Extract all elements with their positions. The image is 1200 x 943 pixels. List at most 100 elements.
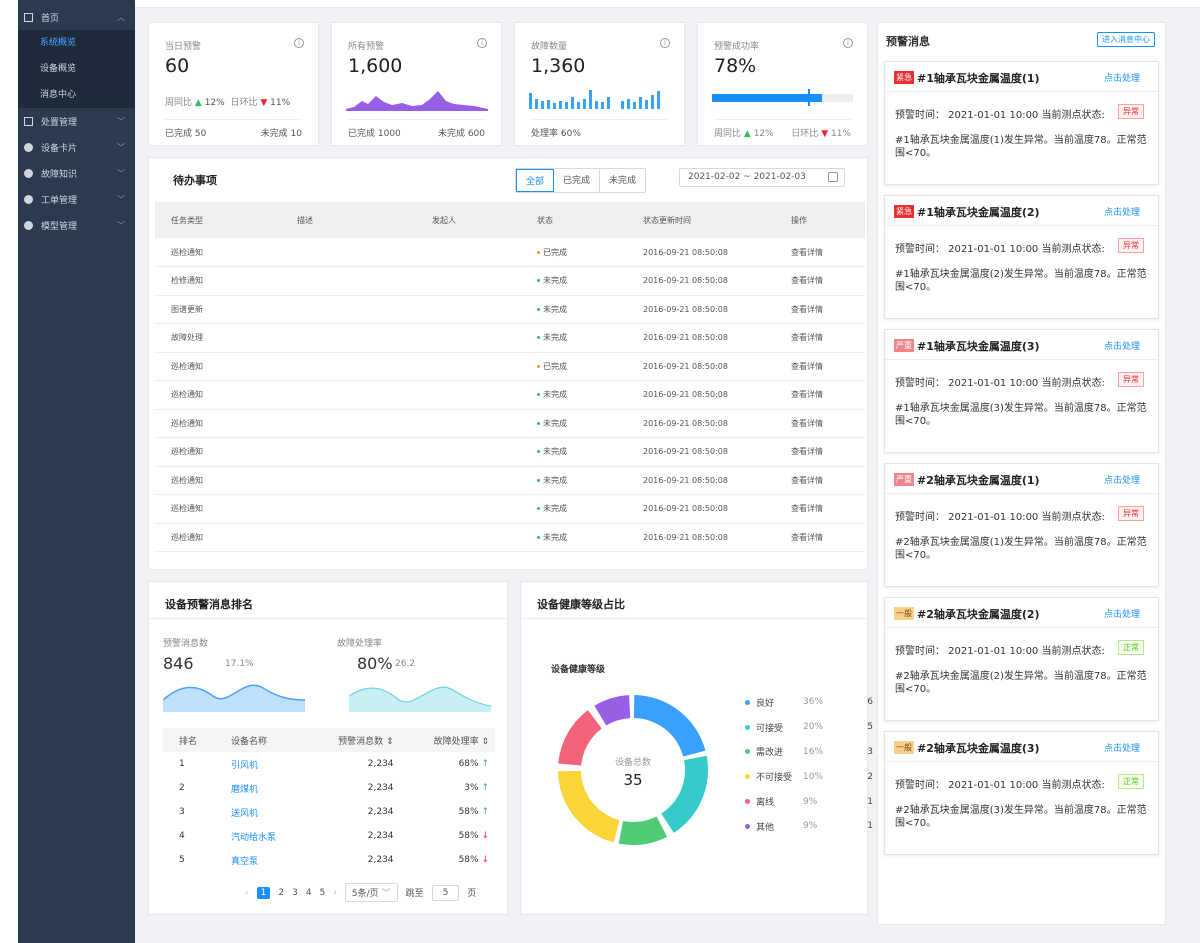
info-icon[interactable]: i	[477, 38, 487, 48]
handle-link[interactable]: 点击处理	[1103, 74, 1140, 84]
sidebar-group-home[interactable]: 首页 ︿	[18, 4, 135, 30]
message-center-button[interactable]: 进入消息中心	[1097, 32, 1155, 47]
info-icon	[24, 168, 33, 178]
page-3[interactable]: 3	[292, 887, 298, 898]
legend-name: 需改进	[756, 748, 784, 759]
legend-item[interactable]: 不可接受 10% 2	[745, 764, 873, 789]
initiator-cell	[416, 523, 521, 552]
col-header[interactable]: 设备名称	[215, 728, 305, 752]
status-cell: 未完成	[521, 380, 627, 410]
view-detail-link[interactable]: 查看详情	[775, 380, 865, 410]
sidebar-item-message-center[interactable]: 消息中心	[18, 82, 135, 108]
rank-cell: 5	[179, 855, 185, 865]
sidebar-group-label: 首页	[41, 13, 60, 24]
page-4[interactable]: 4	[305, 887, 312, 898]
info-icon[interactable]: i	[294, 38, 304, 48]
device-name-link[interactable]: 真空泵	[231, 856, 259, 867]
device-name-link[interactable]: 磨煤机	[231, 784, 259, 795]
view-detail-link[interactable]: 查看详情	[775, 266, 865, 296]
alert-count-cell: 2,234	[367, 783, 394, 793]
info-icon[interactable]: i	[660, 38, 670, 48]
legend-dot	[745, 823, 750, 829]
sidebar-group-label: 工单管理	[41, 195, 78, 206]
calendar-icon[interactable]	[828, 172, 838, 182]
legend-pct: 9%	[803, 796, 818, 807]
status-text: 未完成	[543, 333, 567, 343]
metric-label: 预警消息数	[163, 639, 209, 649]
alert-count-cell: 2,234	[367, 807, 394, 817]
status-cell: 未完成	[521, 466, 627, 495]
handle-link[interactable]: 点击处理	[1103, 610, 1140, 620]
handle-rate-cell: 58% ↑	[402, 800, 495, 824]
legend-item[interactable]: 其他 9% 1	[745, 814, 873, 839]
sidebar-group-device-card[interactable]: 设备卡片 ﹀	[18, 134, 135, 160]
initiator-cell	[416, 409, 521, 438]
view-detail-link[interactable]: 查看详情	[775, 323, 865, 353]
col-header[interactable]: 预警消息数 ⇕	[305, 728, 402, 752]
view-detail-link[interactable]: 查看详情	[775, 352, 865, 381]
alert-card: 紧急 #1轴承瓦块金属温度(2) 点击处理 预警时间： 2021-01-01 10:0…	[884, 195, 1159, 319]
col-header: 操作	[775, 202, 865, 238]
status-text: 已完成	[543, 361, 567, 371]
alerts-title: 预警消息	[886, 35, 930, 48]
handle-link[interactable]: 点击处理	[1103, 342, 1140, 352]
tab-undone[interactable]: 未完成	[609, 176, 637, 186]
jump-input[interactable]: 5	[431, 884, 460, 901]
view-detail-link[interactable]: 查看详情	[775, 437, 865, 467]
page-1[interactable]: 1	[256, 886, 271, 899]
handle-rate-value: 68%	[458, 759, 479, 769]
status-badge: 异常	[1118, 506, 1144, 521]
legend-dot	[745, 699, 750, 705]
view-detail-link[interactable]: 查看详情	[775, 494, 865, 524]
view-detail-link[interactable]: 查看详情	[775, 523, 865, 552]
sidebar-group-model[interactable]: 模型管理 ﹀	[18, 212, 135, 238]
handle-link[interactable]: 点击处理	[1103, 208, 1140, 218]
page-5[interactable]: 5	[319, 887, 326, 898]
handle-link[interactable]: 点击处理	[1103, 476, 1140, 486]
view-detail-link[interactable]: 查看详情	[775, 409, 865, 438]
view-detail-link[interactable]: 查看详情	[775, 295, 865, 324]
handle-link[interactable]: 点击处理	[1103, 744, 1140, 754]
bar-sparkline	[529, 90, 660, 109]
alert-description: #1轴承瓦块金属温度(3)发生异常。当前温度78。正常范围<70。	[895, 403, 1147, 427]
alert-time: 预警时间： 2021-01-01 10:00 当前测点状态:	[895, 244, 1105, 255]
device-name-link[interactable]: 汽动给水泵	[231, 832, 277, 843]
task-type: 巡检通知	[155, 238, 281, 267]
dod-value: 11%	[270, 98, 291, 108]
page-size-select[interactable]: 5条/页 ﹀	[344, 883, 398, 902]
alert-count-cell: 2,234	[367, 759, 394, 769]
sidebar-item-overview[interactable]: 系统概览	[18, 30, 135, 56]
info-icon[interactable]: i	[843, 38, 853, 48]
tab-done[interactable]: 已完成	[554, 169, 601, 192]
device-name-link[interactable]: 送风机	[231, 808, 259, 819]
page-2[interactable]: 2	[278, 887, 285, 898]
col-header[interactable]: 故障处理率 ⇕	[401, 728, 495, 752]
table-row: 巡检通知 未完成 2016-09-21 08:50:08 查看详情	[155, 466, 865, 495]
chevron-right-icon[interactable]: ›	[333, 887, 337, 898]
sidebar-group-fault-knowledge[interactable]: 故障知识 ﹀	[18, 160, 135, 186]
date-range-picker[interactable]: 2021-02-02 ~ 2021-02-03	[679, 168, 845, 187]
alert-card-header: 一般 #2轴承瓦块金属温度(3) 点击处理	[885, 732, 1158, 762]
minus-circle-icon	[24, 220, 33, 230]
col-header: 排名	[163, 728, 215, 752]
sidebar: 首页 ︿ 系统概览 设备概览 消息中心 处置管理 ﹀ 设备卡片 ﹀ 故障知识 ﹀…	[18, 0, 135, 943]
legend-item[interactable]: 需改进 16% 3	[745, 740, 873, 765]
tab-all[interactable]: 全部	[516, 169, 555, 192]
sidebar-item-device-overview[interactable]: 设备概览	[18, 56, 135, 82]
legend-item[interactable]: 可接受 20% 5	[745, 715, 873, 740]
view-detail-link[interactable]: 查看详情	[775, 238, 865, 267]
status-dot	[537, 507, 540, 511]
legend-item[interactable]: 良好 36% 6	[745, 690, 873, 715]
sidebar-group-disposal[interactable]: 处置管理 ﹀	[18, 108, 135, 134]
alert-title: #1轴承瓦块金属温度(2)	[917, 206, 1040, 219]
date-range-value: 2021-02-02 ~ 2021-02-03	[688, 172, 806, 182]
view-detail-link[interactable]: 查看详情	[775, 466, 865, 495]
device-name-link[interactable]: 引风机	[231, 760, 259, 771]
legend-item[interactable]: 离线 9% 1	[745, 789, 873, 814]
area-wave-chart	[349, 686, 491, 712]
health-title: 设备健康等级占比	[537, 598, 625, 611]
chevron-left-icon[interactable]: ‹	[245, 887, 249, 898]
center-label: 设备总数	[615, 756, 651, 768]
sidebar-group-workorder[interactable]: 工单管理 ﹀	[18, 186, 135, 212]
initiator-cell	[416, 295, 521, 324]
